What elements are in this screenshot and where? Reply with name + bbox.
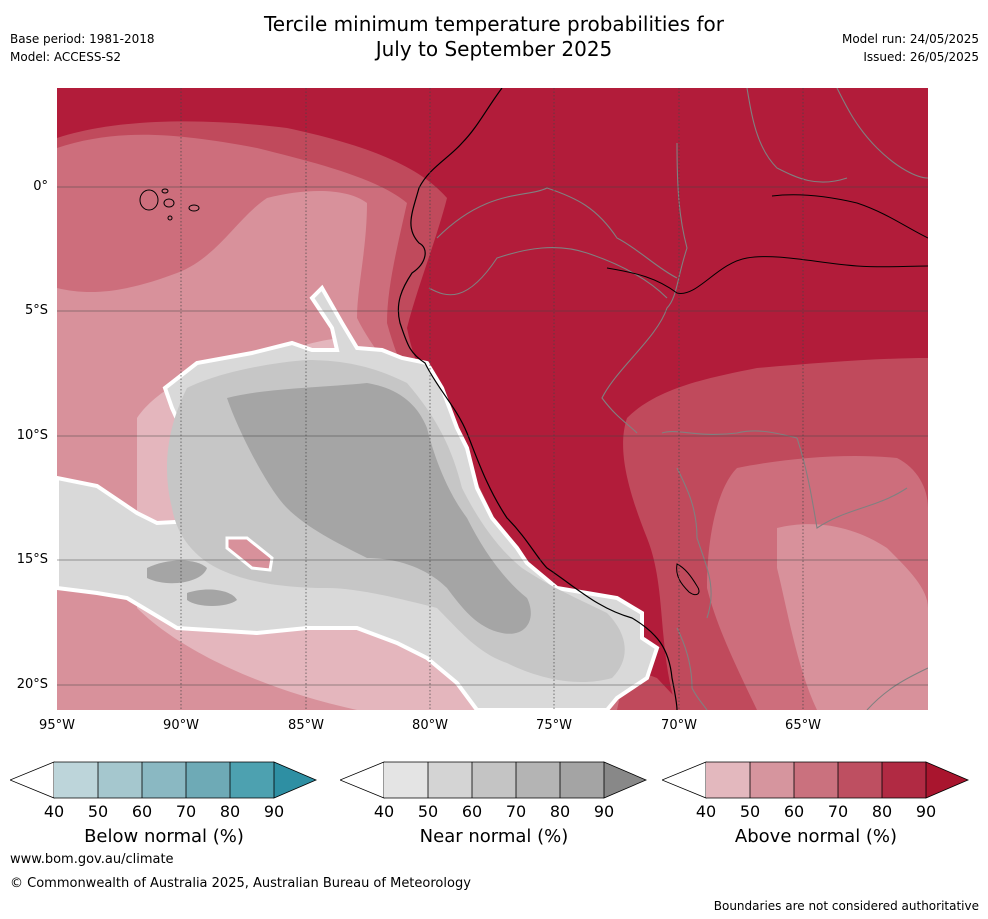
colorbar-near-tick-50: 50: [417, 802, 439, 821]
colorbar-near-upper-extension: [603, 761, 648, 799]
disclaimer-text: Boundaries are not considered authoritat…: [713, 899, 979, 913]
lat-label-20s: 20°S: [16, 677, 48, 692]
colorbar-near-bin-5: [560, 762, 604, 798]
colorbar-below-tick-40: 40: [43, 802, 65, 821]
colorbar-above-bin-4: [838, 762, 882, 798]
colorbar-above-label: Above normal (%): [734, 826, 898, 847]
colorbar-below-tick-50: 50: [87, 802, 109, 821]
colorbar-below-label: Below normal (%): [84, 826, 244, 847]
colorbar-above-tick-60: 60: [783, 802, 805, 821]
latitude-lines: [57, 186, 928, 686]
colorbar-below-dividers: [54, 761, 274, 799]
lat-label-10s: 10°S: [16, 428, 48, 443]
lon-label-70w: 70°W: [661, 718, 697, 733]
model-name: Model: ACCESS-S2: [10, 50, 122, 64]
colorbar-above-bin-1: [706, 762, 750, 798]
colorbar-below-tick-60: 60: [131, 802, 153, 821]
lon-label-80w: 80°W: [412, 718, 448, 733]
colorbar-below-tick-70: 70: [175, 802, 197, 821]
title-line-1: Tercile minimum temperature probabilitie…: [263, 12, 725, 36]
above-islet-region: [225, 536, 274, 572]
colorbar-above-tick-80: 80: [871, 802, 893, 821]
colorbar-near-dividers: [384, 761, 604, 799]
colorbar-near-tick-90: 90: [593, 802, 615, 821]
colorbar-near-tick-40: 40: [373, 802, 395, 821]
issued-date: Issued: 26/05/2025: [863, 50, 979, 64]
colorbar-near-tick-60: 60: [461, 802, 483, 821]
amazon-river: [606, 256, 928, 294]
lon-label-75w: 75°W: [536, 718, 572, 733]
colorbar-above-tick-40: 40: [695, 802, 717, 821]
colorbar-below-tick-90: 90: [263, 802, 285, 821]
graticule: [180, 88, 804, 710]
colorbar-near-normal: [340, 761, 648, 799]
lat-label-15s: 15°S: [16, 552, 48, 567]
colorbar-above-tick-90: 90: [915, 802, 937, 821]
country-borders: [428, 88, 928, 710]
colorbar-below-lower-extension: [10, 761, 55, 799]
probability-map: [57, 88, 928, 710]
copyright-text: © Commonwealth of Australia 2025, Austra…: [10, 876, 471, 891]
colorbar-below-bin-1: [54, 762, 98, 798]
colorbar-above-dividers: [706, 761, 926, 799]
coastline: [397, 88, 678, 710]
colorbar-below-bin-2: [98, 762, 142, 798]
colorbar-above-normal: [662, 761, 970, 799]
colorbar-below-bin-4: [186, 762, 230, 798]
colorbar-near-bin-2: [428, 762, 472, 798]
lon-label-95w: 95°W: [39, 718, 75, 733]
colorbar-above-bin-5: [882, 762, 926, 798]
land-above-60-region: [777, 524, 928, 710]
near-80-patch: [147, 560, 207, 584]
colorbar-near-bin-3: [472, 762, 516, 798]
title-line-2: July to September 2025: [375, 37, 613, 61]
near-80-patch-2: [187, 589, 237, 606]
colorbar-near-tick-70: 70: [505, 802, 527, 821]
galapagos-islands: [139, 188, 200, 221]
amazon-tributary: [771, 194, 928, 239]
colorbar-near-bin-4: [516, 762, 560, 798]
colorbar-below-normal: [10, 761, 318, 799]
colorbar-above-tick-50: 50: [739, 802, 761, 821]
colorbar-near-label: Near normal (%): [419, 826, 569, 847]
lat-label-5s: 5°S: [24, 303, 48, 318]
website-link[interactable]: www.bom.gov.au/climate: [10, 852, 174, 867]
model-run: Model run: 24/05/2025: [841, 32, 979, 46]
page-title: Tercile minimum temperature probabilitie…: [0, 12, 988, 62]
lat-label-0: 0°: [33, 179, 48, 194]
lon-label-90w: 90°W: [163, 718, 199, 733]
colorbar-below-tick-80: 80: [219, 802, 241, 821]
colorbar-above-tick-70: 70: [827, 802, 849, 821]
lon-label-85w: 85°W: [288, 718, 324, 733]
base-period: Base period: 1981-2018: [10, 32, 155, 46]
colorbar-below-bin-3: [142, 762, 186, 798]
lon-label-65w: 65°W: [785, 718, 821, 733]
colorbar-above-bin-3: [794, 762, 838, 798]
colorbar-near-lower-extension: [340, 761, 385, 799]
colorbar-below-bin-5: [230, 762, 274, 798]
colorbar-above-lower-extension: [662, 761, 707, 799]
colorbar-above-bin-2: [750, 762, 794, 798]
near-70-region: [227, 383, 531, 634]
colorbar-above-upper-extension: [925, 761, 970, 799]
colorbar-near-bin-1: [384, 762, 428, 798]
colorbar-below-upper-extension: [273, 761, 318, 799]
colorbar-near-tick-80: 80: [549, 802, 571, 821]
